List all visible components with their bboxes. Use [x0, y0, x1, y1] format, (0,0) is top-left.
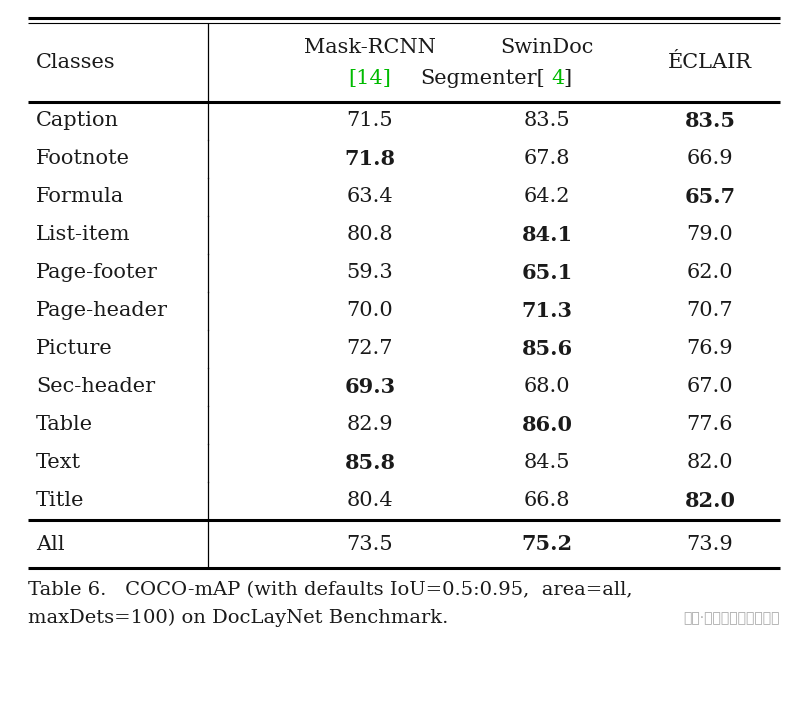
Text: 70.0: 70.0 — [346, 301, 393, 320]
Text: 75.2: 75.2 — [521, 534, 572, 554]
Text: All: All — [36, 534, 64, 553]
Text: ÉCLAIR: ÉCLAIR — [667, 54, 751, 73]
Text: Table: Table — [36, 415, 93, 434]
Text: 83.5: 83.5 — [683, 111, 735, 131]
Text: 68.0: 68.0 — [523, 377, 569, 396]
Text: 62.0: 62.0 — [686, 263, 732, 282]
Text: maxDets=100) on DocLayNet Benchmark.: maxDets=100) on DocLayNet Benchmark. — [28, 609, 448, 627]
Text: 4: 4 — [550, 69, 564, 88]
Text: 63.4: 63.4 — [346, 187, 393, 206]
Text: 众号·大模型自然语言处理: 众号·大模型自然语言处理 — [683, 611, 779, 625]
Text: 84.1: 84.1 — [521, 225, 572, 245]
Text: SwinDoc: SwinDoc — [499, 38, 593, 57]
Text: Sec-header: Sec-header — [36, 377, 155, 396]
Text: 67.0: 67.0 — [686, 377, 732, 396]
Text: 69.3: 69.3 — [344, 377, 395, 397]
Text: 76.9: 76.9 — [686, 339, 732, 358]
Text: Caption: Caption — [36, 111, 119, 130]
Text: Mask-RCNN: Mask-RCNN — [304, 38, 435, 57]
Text: Text: Text — [36, 453, 81, 472]
Text: 85.8: 85.8 — [344, 453, 395, 473]
Text: 84.5: 84.5 — [523, 453, 569, 472]
Text: 82.9: 82.9 — [346, 415, 393, 434]
Text: 71.8: 71.8 — [344, 149, 395, 169]
Text: 70.7: 70.7 — [686, 301, 732, 320]
Text: 65.7: 65.7 — [683, 187, 735, 207]
Text: Page-footer: Page-footer — [36, 263, 157, 282]
Text: Page-header: Page-header — [36, 301, 168, 320]
Text: [14]: [14] — [349, 69, 391, 88]
Text: 85.6: 85.6 — [521, 339, 572, 359]
Text: 71.5: 71.5 — [346, 111, 393, 130]
Text: 65.1: 65.1 — [520, 263, 572, 283]
Text: 72.7: 72.7 — [346, 339, 393, 358]
Text: 64.2: 64.2 — [523, 187, 569, 206]
Text: 83.5: 83.5 — [523, 111, 569, 130]
Text: Table 6.   COCO-mAP (with defaults IoU=0.5:0.95,  area=all,: Table 6. COCO-mAP (with defaults IoU=0.5… — [28, 581, 632, 599]
Text: List-item: List-item — [36, 225, 130, 244]
Text: Title: Title — [36, 491, 84, 510]
Text: 80.4: 80.4 — [346, 491, 393, 510]
Text: 86.0: 86.0 — [521, 415, 572, 435]
Text: 71.3: 71.3 — [521, 301, 572, 321]
Text: Classes: Classes — [36, 54, 116, 73]
Text: Formula: Formula — [36, 187, 124, 206]
Text: 73.9: 73.9 — [686, 534, 732, 553]
Text: 79.0: 79.0 — [686, 225, 732, 244]
Text: Segmenter[: Segmenter[ — [420, 69, 544, 88]
Text: ]: ] — [562, 69, 570, 88]
Text: 80.8: 80.8 — [346, 225, 393, 244]
Text: 67.8: 67.8 — [523, 149, 569, 168]
Text: 73.5: 73.5 — [346, 534, 393, 553]
Text: 59.3: 59.3 — [346, 263, 393, 282]
Text: Footnote: Footnote — [36, 149, 130, 168]
Text: 66.9: 66.9 — [686, 149, 732, 168]
Text: 66.8: 66.8 — [523, 491, 569, 510]
Text: Picture: Picture — [36, 339, 112, 358]
Text: 77.6: 77.6 — [686, 415, 732, 434]
Text: 82.0: 82.0 — [683, 491, 735, 511]
Text: 82.0: 82.0 — [686, 453, 732, 472]
